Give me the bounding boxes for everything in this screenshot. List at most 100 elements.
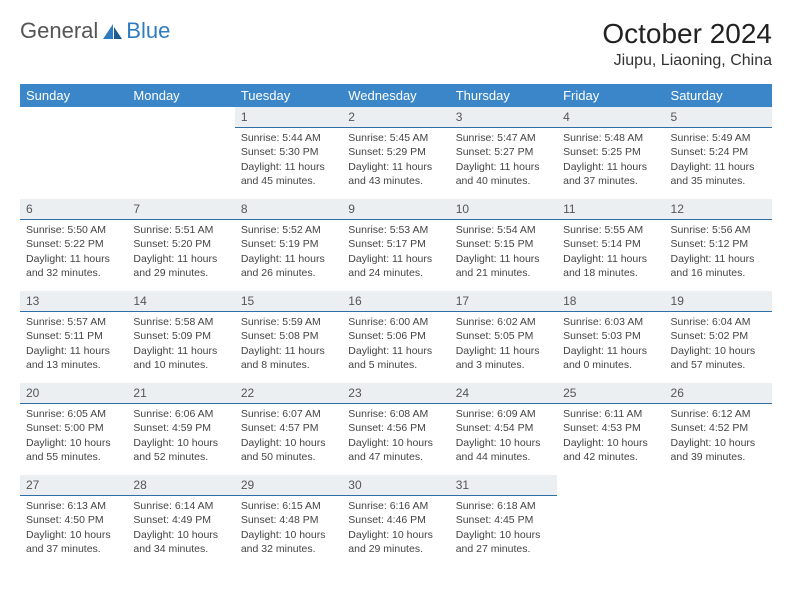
sunrise-line: Sunrise: 5:45 AM: [348, 131, 443, 145]
calendar-cell: 19Sunrise: 6:04 AMSunset: 5:02 PMDayligh…: [665, 291, 772, 383]
day-content: Sunrise: 6:15 AMSunset: 4:48 PMDaylight:…: [235, 496, 342, 562]
calendar-cell: 4Sunrise: 5:48 AMSunset: 5:25 PMDaylight…: [557, 107, 664, 199]
calendar-row: 20Sunrise: 6:05 AMSunset: 5:00 PMDayligh…: [20, 383, 772, 475]
calendar-cell: 18Sunrise: 6:03 AMSunset: 5:03 PMDayligh…: [557, 291, 664, 383]
day-number: 4: [557, 107, 664, 128]
sunrise-line: Sunrise: 5:51 AM: [133, 223, 228, 237]
daylight-line: Daylight: 10 hours and 52 minutes.: [133, 436, 228, 464]
sunset-line: Sunset: 4:57 PM: [241, 421, 336, 435]
weekday-header: Saturday: [665, 84, 772, 107]
sunrise-line: Sunrise: 6:07 AM: [241, 407, 336, 421]
sunrise-line: Sunrise: 6:13 AM: [26, 499, 121, 513]
day-content: Sunrise: 6:09 AMSunset: 4:54 PMDaylight:…: [450, 404, 557, 470]
calendar-cell: [557, 475, 664, 567]
logo: General Blue: [20, 18, 170, 44]
title-block: October 2024 Jiupu, Liaoning, China: [602, 18, 772, 70]
daylight-line: Daylight: 11 hours and 29 minutes.: [133, 252, 228, 280]
daylight-line: Daylight: 10 hours and 57 minutes.: [671, 344, 766, 372]
weekday-header: Sunday: [20, 84, 127, 107]
calendar-cell: 26Sunrise: 6:12 AMSunset: 4:52 PMDayligh…: [665, 383, 772, 475]
day-number: 17: [450, 291, 557, 312]
day-content: Sunrise: 6:13 AMSunset: 4:50 PMDaylight:…: [20, 496, 127, 562]
sunrise-line: Sunrise: 6:12 AM: [671, 407, 766, 421]
daylight-line: Daylight: 11 hours and 45 minutes.: [241, 160, 336, 188]
calendar-cell: 11Sunrise: 5:55 AMSunset: 5:14 PMDayligh…: [557, 199, 664, 291]
sunset-line: Sunset: 5:17 PM: [348, 237, 443, 251]
daylight-line: Daylight: 11 hours and 21 minutes.: [456, 252, 551, 280]
calendar-row: 1Sunrise: 5:44 AMSunset: 5:30 PMDaylight…: [20, 107, 772, 199]
daylight-line: Daylight: 10 hours and 37 minutes.: [26, 528, 121, 556]
calendar-cell: 1Sunrise: 5:44 AMSunset: 5:30 PMDaylight…: [235, 107, 342, 199]
calendar-cell: 27Sunrise: 6:13 AMSunset: 4:50 PMDayligh…: [20, 475, 127, 567]
day-number: 20: [20, 383, 127, 404]
day-number: 13: [20, 291, 127, 312]
day-content: Sunrise: 6:16 AMSunset: 4:46 PMDaylight:…: [342, 496, 449, 562]
sunrise-line: Sunrise: 5:54 AM: [456, 223, 551, 237]
sunrise-line: Sunrise: 6:16 AM: [348, 499, 443, 513]
day-content: Sunrise: 6:03 AMSunset: 5:03 PMDaylight:…: [557, 312, 664, 378]
daylight-line: Daylight: 11 hours and 13 minutes.: [26, 344, 121, 372]
sunrise-line: Sunrise: 5:52 AM: [241, 223, 336, 237]
sunset-line: Sunset: 4:56 PM: [348, 421, 443, 435]
sunset-line: Sunset: 5:14 PM: [563, 237, 658, 251]
day-number: 19: [665, 291, 772, 312]
calendar-cell: 5Sunrise: 5:49 AMSunset: 5:24 PMDaylight…: [665, 107, 772, 199]
calendar-cell: 20Sunrise: 6:05 AMSunset: 5:00 PMDayligh…: [20, 383, 127, 475]
sunset-line: Sunset: 5:15 PM: [456, 237, 551, 251]
calendar-cell: 29Sunrise: 6:15 AMSunset: 4:48 PMDayligh…: [235, 475, 342, 567]
day-number: 14: [127, 291, 234, 312]
sunrise-line: Sunrise: 6:08 AM: [348, 407, 443, 421]
day-content: Sunrise: 5:59 AMSunset: 5:08 PMDaylight:…: [235, 312, 342, 378]
sunset-line: Sunset: 5:29 PM: [348, 145, 443, 159]
sunrise-line: Sunrise: 6:18 AM: [456, 499, 551, 513]
sunset-line: Sunset: 4:45 PM: [456, 513, 551, 527]
daylight-line: Daylight: 11 hours and 24 minutes.: [348, 252, 443, 280]
sunrise-line: Sunrise: 5:44 AM: [241, 131, 336, 145]
sunset-line: Sunset: 5:19 PM: [241, 237, 336, 251]
day-number: 30: [342, 475, 449, 496]
daylight-line: Daylight: 11 hours and 0 minutes.: [563, 344, 658, 372]
day-content: Sunrise: 5:51 AMSunset: 5:20 PMDaylight:…: [127, 220, 234, 286]
day-content: Sunrise: 5:56 AMSunset: 5:12 PMDaylight:…: [665, 220, 772, 286]
sunrise-line: Sunrise: 6:06 AM: [133, 407, 228, 421]
sunset-line: Sunset: 5:02 PM: [671, 329, 766, 343]
daylight-line: Daylight: 11 hours and 8 minutes.: [241, 344, 336, 372]
day-content: Sunrise: 6:18 AMSunset: 4:45 PMDaylight:…: [450, 496, 557, 562]
sunrise-line: Sunrise: 5:55 AM: [563, 223, 658, 237]
day-content: Sunrise: 6:05 AMSunset: 5:00 PMDaylight:…: [20, 404, 127, 470]
logo-sail-icon: [102, 22, 124, 40]
sunset-line: Sunset: 5:11 PM: [26, 329, 121, 343]
day-number: 2: [342, 107, 449, 128]
sunset-line: Sunset: 4:48 PM: [241, 513, 336, 527]
day-number: 24: [450, 383, 557, 404]
sunset-line: Sunset: 4:50 PM: [26, 513, 121, 527]
calendar-cell: 25Sunrise: 6:11 AMSunset: 4:53 PMDayligh…: [557, 383, 664, 475]
day-content: Sunrise: 5:53 AMSunset: 5:17 PMDaylight:…: [342, 220, 449, 286]
sunrise-line: Sunrise: 6:14 AM: [133, 499, 228, 513]
daylight-line: Daylight: 10 hours and 47 minutes.: [348, 436, 443, 464]
day-content: Sunrise: 5:57 AMSunset: 5:11 PMDaylight:…: [20, 312, 127, 378]
day-number: 22: [235, 383, 342, 404]
weekday-header: Tuesday: [235, 84, 342, 107]
day-number: 21: [127, 383, 234, 404]
sunrise-line: Sunrise: 6:03 AM: [563, 315, 658, 329]
sunset-line: Sunset: 4:52 PM: [671, 421, 766, 435]
daylight-line: Daylight: 11 hours and 40 minutes.: [456, 160, 551, 188]
weekday-header-row: Sunday Monday Tuesday Wednesday Thursday…: [20, 84, 772, 107]
sunset-line: Sunset: 5:08 PM: [241, 329, 336, 343]
sunset-line: Sunset: 4:53 PM: [563, 421, 658, 435]
day-number: 31: [450, 475, 557, 496]
daylight-line: Daylight: 10 hours and 34 minutes.: [133, 528, 228, 556]
location-text: Jiupu, Liaoning, China: [602, 52, 772, 70]
sunrise-line: Sunrise: 5:48 AM: [563, 131, 658, 145]
calendar-cell: 2Sunrise: 5:45 AMSunset: 5:29 PMDaylight…: [342, 107, 449, 199]
calendar-cell: 22Sunrise: 6:07 AMSunset: 4:57 PMDayligh…: [235, 383, 342, 475]
sunset-line: Sunset: 5:05 PM: [456, 329, 551, 343]
daylight-line: Daylight: 10 hours and 27 minutes.: [456, 528, 551, 556]
calendar-row: 6Sunrise: 5:50 AMSunset: 5:22 PMDaylight…: [20, 199, 772, 291]
calendar-cell: [665, 475, 772, 567]
sunset-line: Sunset: 5:24 PM: [671, 145, 766, 159]
day-number: 6: [20, 199, 127, 220]
day-content: Sunrise: 6:12 AMSunset: 4:52 PMDaylight:…: [665, 404, 772, 470]
calendar-table: Sunday Monday Tuesday Wednesday Thursday…: [20, 84, 772, 567]
